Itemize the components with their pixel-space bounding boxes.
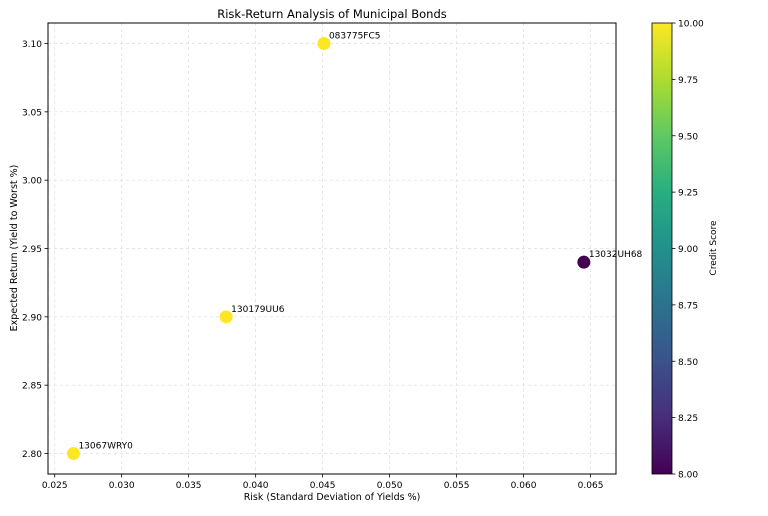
data-point xyxy=(577,255,591,269)
x-tick-label: 0.060 xyxy=(511,481,537,491)
chart-title: Risk-Return Analysis of Municipal Bonds xyxy=(217,7,447,21)
colorbar-tick-label: 9.00 xyxy=(678,245,698,255)
colorbar-tick-label: 8.00 xyxy=(678,471,698,481)
y-tick-label: 3.05 xyxy=(22,108,42,118)
point-label: 13067WRY0 xyxy=(78,442,133,452)
colorbar xyxy=(651,22,673,475)
colorbar-tick-label: 9.50 xyxy=(678,132,698,142)
x-tick-label: 0.025 xyxy=(42,481,68,491)
colorbar-tick-label: 10.00 xyxy=(678,20,704,30)
x-tick-label: 0.045 xyxy=(310,481,336,491)
x-tick-label: 0.035 xyxy=(176,481,202,491)
y-tick-label: 2.90 xyxy=(22,313,42,323)
x-tick-label: 0.030 xyxy=(109,481,135,491)
data-point xyxy=(66,447,80,460)
colorbar-tick-label: 8.75 xyxy=(678,301,698,311)
y-tick-label: 3.00 xyxy=(22,177,42,187)
x-tick-label: 0.040 xyxy=(243,481,269,491)
colorbar-tick-label: 9.75 xyxy=(678,76,698,86)
y-tick-label: 2.95 xyxy=(22,245,42,255)
y-tick-label: 3.10 xyxy=(22,40,42,50)
x-tick-label: 0.050 xyxy=(377,481,403,491)
point-label: 130179UU6 xyxy=(231,305,285,315)
point-label: 083775FC5 xyxy=(329,32,381,42)
x-tick-label: 0.065 xyxy=(578,481,604,491)
y-tick-label: 2.80 xyxy=(22,450,42,460)
colorbar-tick-label: 8.25 xyxy=(678,414,698,424)
colorbar-tick-label: 9.25 xyxy=(678,189,698,199)
y-axis-label: Expected Return (Yield to Worst %) xyxy=(9,165,20,332)
data-point xyxy=(219,310,233,324)
colorbar-tick-label: 8.50 xyxy=(678,358,698,368)
colorbar-label: Credit Score xyxy=(709,220,719,276)
data-point xyxy=(317,37,331,50)
x-axis-label: Risk (Standard Deviation of Yields %) xyxy=(244,492,421,503)
y-tick-label: 2.85 xyxy=(22,382,42,392)
x-tick-label: 0.055 xyxy=(444,481,470,491)
